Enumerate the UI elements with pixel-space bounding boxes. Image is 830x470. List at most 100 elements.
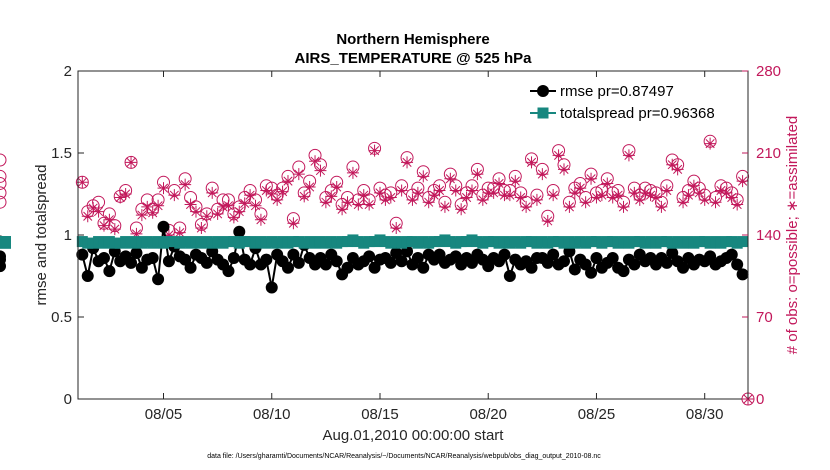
- obs-assimilated-point: [173, 226, 186, 239]
- obs-assimilated-point: [411, 186, 424, 199]
- obs-assimilated-point: [390, 221, 403, 234]
- x-tick-label: 08/15: [361, 406, 399, 423]
- rmse-point: [731, 258, 744, 271]
- rmse-point: [103, 265, 116, 278]
- obs-assimilated-point: [157, 182, 170, 195]
- obs-assimilated-point: [211, 207, 224, 220]
- obs-assimilated-point: [509, 175, 522, 188]
- obs-assimilated-point: [677, 196, 690, 209]
- x-axis-label: Aug.01,2010 00:00:00 start: [323, 427, 505, 444]
- rmse-point: [157, 220, 170, 233]
- rmse-point: [330, 255, 343, 268]
- obs-assimilated-point: [260, 184, 273, 197]
- obs-assimilated-point: [687, 179, 700, 192]
- obs-assimilated-point: [179, 178, 192, 191]
- obs-assimilated-point: [465, 184, 478, 197]
- totalspread-point: [737, 236, 749, 248]
- obs-assimilated-point: [125, 156, 138, 169]
- obs-assimilated-point: [530, 193, 543, 206]
- y2-tick-label: 140: [756, 227, 781, 244]
- obs-assimilated-point: [281, 175, 294, 188]
- obs-assimilated-point: [146, 206, 159, 219]
- obs-assimilated-point: [628, 186, 641, 199]
- totalspread-point: [0, 236, 11, 248]
- obs-assimilated-point: [698, 193, 711, 206]
- obs-assimilated-point: [649, 191, 662, 204]
- rmse-point: [292, 256, 305, 269]
- obs-assimilated-point: [368, 144, 381, 157]
- x-tick-label: 08/25: [578, 406, 616, 423]
- obs-assimilated-point: [433, 184, 446, 197]
- obs-assimilated-point: [428, 189, 441, 202]
- data-file-footnote: data file: /Users/gharamti/Documents/NCA…: [207, 453, 601, 460]
- rmse-point: [227, 251, 240, 264]
- obs-assimilated-series: [76, 138, 749, 241]
- obs-assimilated-point: [601, 177, 614, 190]
- rmse-point: [260, 253, 273, 266]
- obs-assimilated-point: [541, 214, 554, 227]
- obs-assimilated-point: [227, 211, 240, 224]
- obs-assimilated-point: [309, 155, 322, 168]
- rmse-point: [244, 258, 257, 271]
- obs-assimilated-point: [384, 191, 397, 204]
- obs-assimilated-point: [693, 186, 706, 199]
- obs-assimilated-point: [314, 164, 327, 177]
- obs-possible-point: [0, 153, 7, 167]
- rmse-point: [411, 251, 424, 264]
- y2-tick-label: 70: [756, 309, 773, 326]
- rmse-point: [417, 261, 430, 274]
- rmse-point: [606, 251, 619, 264]
- legend-box: [523, 77, 737, 125]
- x-tick-label: 08/30: [686, 406, 724, 423]
- obs-assimilated-point: [595, 189, 608, 202]
- obs-assimilated-point: [352, 198, 365, 211]
- obs-assimilated-point: [612, 189, 625, 202]
- rmse-point: [233, 225, 246, 238]
- legend-rmse-label: rmse pr=0.87497: [560, 83, 674, 100]
- rmse-point: [0, 260, 6, 273]
- rmse-point: [660, 256, 673, 269]
- y-tick-label: 1.5: [51, 145, 72, 162]
- obs-assimilated-point: [493, 177, 506, 190]
- obs-assimilated-point: [114, 191, 127, 204]
- obs-assimilated-point: [406, 193, 419, 206]
- legend: rmse pr=0.87497 totalspread pr=0.96368: [523, 77, 737, 125]
- obs-assimilated-point: [357, 189, 370, 202]
- rmse-point: [152, 273, 165, 286]
- legend-rmse-marker: [537, 85, 549, 97]
- obs-assimilated-point: [206, 186, 219, 199]
- obs-assimilated-point: [298, 190, 311, 203]
- rmse-point: [281, 261, 294, 274]
- y2-tick-label: 210: [756, 145, 781, 162]
- rmse-point: [130, 247, 143, 260]
- rmse-point: [725, 248, 738, 261]
- obs-assimilated-point: [633, 193, 646, 206]
- obs-assimilated-point: [460, 191, 473, 204]
- obs-assimilated-point: [152, 199, 165, 212]
- obs-assimilated-point: [271, 193, 284, 206]
- rmse-point: [319, 258, 332, 271]
- rmse-point: [547, 248, 560, 261]
- obs-assimilated-point: [617, 200, 630, 213]
- x-tick-label: 08/10: [253, 406, 291, 423]
- obs-assimilated-point: [395, 184, 408, 197]
- obs-assimilated-point: [585, 172, 598, 185]
- obs-assimilated-point: [709, 196, 722, 209]
- obs-assimilated-point: [92, 205, 105, 218]
- obs-assimilated-point: [238, 197, 251, 210]
- rmse-point: [265, 281, 278, 294]
- obs-assimilated-point: [103, 213, 116, 226]
- rmse-point: [617, 265, 630, 278]
- obs-assimilated-point: [568, 186, 581, 199]
- rmse-point: [363, 250, 376, 263]
- obs-assimilated-point: [373, 186, 386, 199]
- obs-possible-point: [0, 195, 7, 209]
- obs-assimilated-point: [655, 200, 668, 213]
- obs-assimilated-point: [487, 186, 500, 199]
- obs-assimilated-point: [168, 189, 181, 202]
- obs-possible-point: [0, 169, 7, 183]
- obs-assimilated-point: [217, 200, 230, 213]
- obs-assimilated-point: [503, 189, 516, 202]
- obs-assimilated-point: [455, 203, 468, 216]
- obs-assimilated-point: [87, 202, 100, 215]
